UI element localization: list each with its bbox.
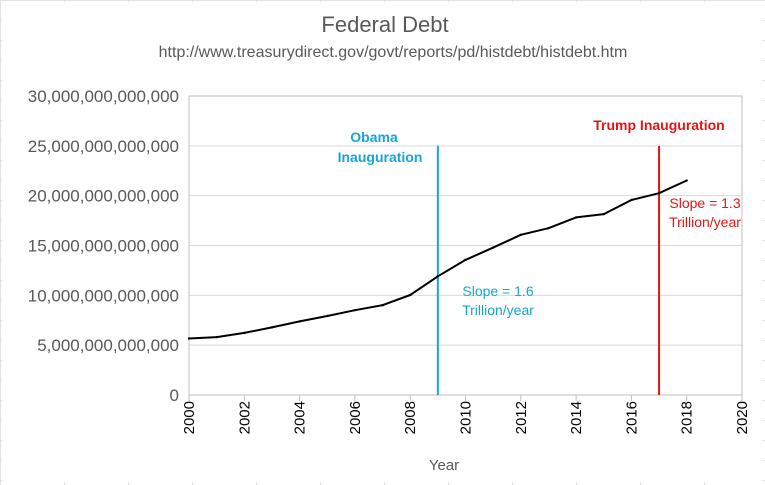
x-tick-label: 2004 — [292, 401, 309, 434]
chart-subtitle: http://www.treasurydirect.gov/govt/repor… — [159, 44, 628, 61]
debt-point — [491, 246, 495, 249]
y-axis-tick-labels: 0 5,000,000,000,000 10,000,000,000,000 15,0… — [28, 87, 179, 405]
trump-slope-label-line1: Slope = 1.3 — [669, 195, 740, 211]
debt-point — [574, 216, 578, 219]
debt-point — [519, 233, 522, 237]
trump-inauguration-label: Trump Inauguration — [593, 117, 724, 133]
debt-point — [685, 179, 688, 182]
y-tick-label: 25,000,000,000,000 — [28, 137, 179, 156]
x-tick-label: 2014 — [568, 401, 585, 434]
debt-point — [353, 308, 357, 312]
y-tick-label: 0 — [170, 386, 179, 405]
debt-point — [547, 226, 550, 230]
debt-point — [602, 212, 605, 216]
y-tick-label: 10,000,000,000,000 — [28, 286, 179, 305]
debt-point — [409, 293, 412, 297]
debt-series — [187, 179, 688, 340]
x-tick-label: 2002 — [236, 401, 253, 434]
y-tick-label: 30,000,000,000,000 — [28, 87, 179, 106]
debt-point — [215, 335, 218, 339]
obama-slope-label-line2: Trillion/year — [462, 302, 534, 318]
debt-point — [187, 337, 191, 340]
debt-point — [464, 258, 467, 262]
x-tick-label: 2012 — [513, 401, 530, 434]
debt-point — [326, 314, 329, 318]
debt-point — [298, 320, 301, 323]
debt-point — [270, 326, 274, 329]
obama-slope-label-line1: Slope = 1.6 — [462, 283, 533, 299]
trump-slope-label-line2: Trillion/year — [669, 214, 741, 230]
y-tick-label: 15,000,000,000,000 — [28, 237, 179, 256]
y-tick-label: 5,000,000,000,000 — [37, 336, 179, 355]
x-axis-label: Year — [429, 457, 459, 474]
x-tick-label: 2018 — [679, 401, 696, 434]
inauguration-lines — [436, 145, 661, 395]
debt-point — [436, 275, 440, 278]
x-tick-label: 2010 — [458, 401, 475, 434]
x-axis-tick-labels: 2000 2002 2004 2006 2008 2010 2012 2014 2016 2018… — [181, 395, 751, 434]
x-tick-label: 2008 — [402, 401, 419, 434]
y-tick-label: 20,000,000,000,000 — [28, 187, 179, 206]
x-tick-label: 2006 — [347, 401, 364, 434]
chart-title: Federal Debt — [321, 12, 448, 37]
obama-inauguration-label-line2: Inauguration — [338, 149, 423, 165]
debt-point — [657, 191, 661, 195]
debt-point — [630, 198, 633, 202]
debt-point — [243, 331, 246, 335]
debt-point — [381, 304, 384, 307]
x-tick-label: 2016 — [623, 401, 640, 434]
x-tick-label: 2020 — [734, 401, 751, 434]
obama-inauguration-label-line1: Obama — [350, 129, 398, 145]
x-tick-label: 2000 — [181, 401, 198, 434]
